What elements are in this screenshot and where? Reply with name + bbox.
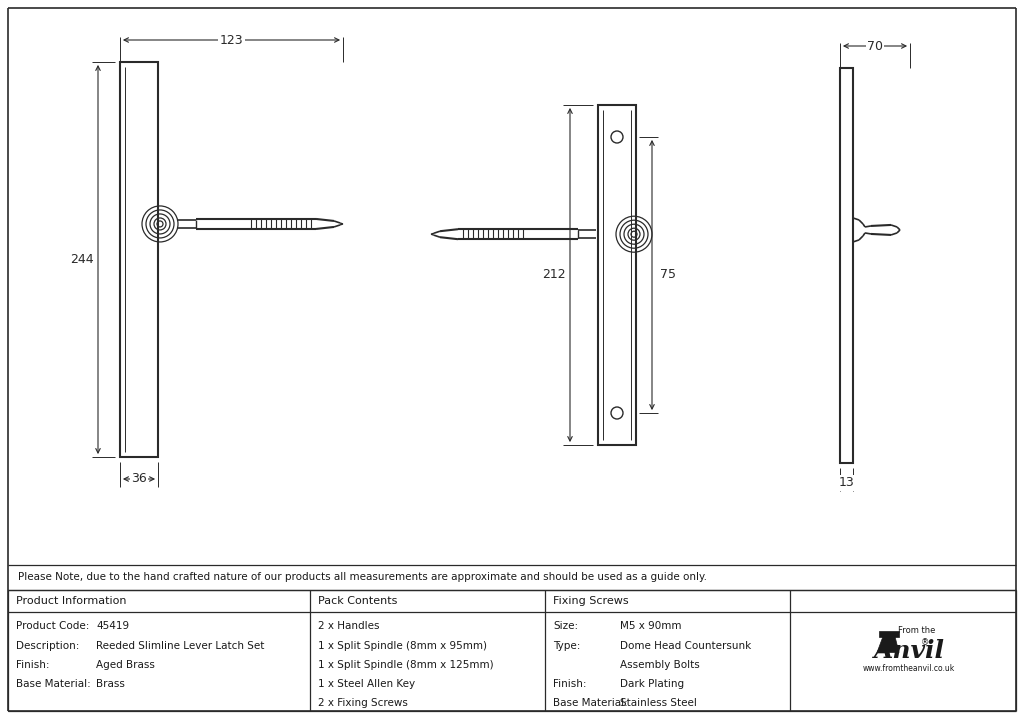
Text: 36: 36: [131, 472, 146, 485]
Text: Fixing Screws: Fixing Screws: [553, 596, 629, 606]
Polygon shape: [877, 636, 899, 653]
Text: Assembly Bolts: Assembly Bolts: [620, 660, 699, 670]
Text: 1 x Split Spindle (8mm x 95mm): 1 x Split Spindle (8mm x 95mm): [318, 641, 487, 651]
Bar: [120, 62, 158, 457]
Text: Finish:: Finish:: [553, 679, 587, 689]
Polygon shape: [879, 631, 899, 636]
Text: Stainless Steel: Stainless Steel: [620, 698, 697, 708]
Text: Base Material:: Base Material:: [553, 698, 628, 708]
Bar: [840, 68, 853, 463]
Text: 45419: 45419: [96, 621, 129, 631]
Text: 1 x Steel Allen Key: 1 x Steel Allen Key: [318, 679, 415, 689]
Text: Brass: Brass: [96, 679, 125, 689]
Text: Dark Plating: Dark Plating: [620, 679, 684, 689]
Text: 70: 70: [867, 40, 883, 52]
Text: 2 x Handles: 2 x Handles: [318, 621, 380, 631]
Text: Type:: Type:: [553, 641, 581, 651]
Text: Reeded Slimline Lever Latch Set: Reeded Slimline Lever Latch Set: [96, 641, 264, 651]
Text: Size:: Size:: [553, 621, 579, 631]
Text: Anvil: Anvil: [873, 638, 944, 662]
Text: www.fromtheanvil.co.uk: www.fromtheanvil.co.uk: [863, 664, 955, 673]
Text: Description:: Description:: [16, 641, 80, 651]
Text: Aged Brass: Aged Brass: [96, 660, 155, 670]
Text: 1 x Split Spindle (8mm x 125mm): 1 x Split Spindle (8mm x 125mm): [318, 660, 494, 670]
Text: Product Information: Product Information: [16, 596, 127, 606]
Bar: [598, 105, 636, 445]
Text: From the: From the: [898, 626, 936, 635]
Text: Pack Contents: Pack Contents: [318, 596, 397, 606]
Text: 123: 123: [220, 34, 244, 47]
Text: M5 x 90mm: M5 x 90mm: [620, 621, 682, 631]
Text: Base Material:: Base Material:: [16, 679, 91, 689]
Text: Dome Head Countersunk: Dome Head Countersunk: [620, 641, 752, 651]
Text: 244: 244: [71, 253, 94, 266]
Text: ®: ®: [921, 638, 929, 647]
Text: 75: 75: [660, 268, 676, 282]
Text: 212: 212: [542, 268, 566, 282]
Text: Please Note, due to the hand crafted nature of our products all measurements are: Please Note, due to the hand crafted nat…: [18, 572, 707, 582]
Text: 2 x Fixing Screws: 2 x Fixing Screws: [318, 698, 408, 708]
Text: Product Code:: Product Code:: [16, 621, 89, 631]
Text: Finish:: Finish:: [16, 660, 49, 670]
Text: 13: 13: [839, 477, 854, 490]
